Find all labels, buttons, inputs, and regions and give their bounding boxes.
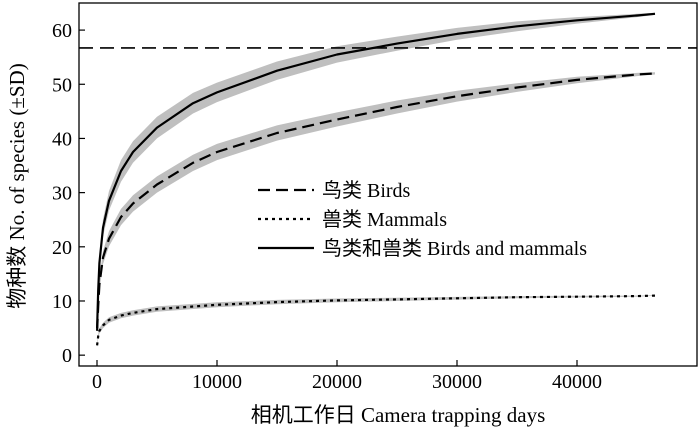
x-tick-label: 40000 — [552, 371, 602, 393]
legend-label-2: 鸟类和兽类 Birds and mammals — [322, 237, 587, 260]
series-line-0 — [96, 72, 656, 331]
x-tick-label: 20000 — [312, 371, 362, 393]
plot-frame — [78, 2, 698, 367]
y-tick-label: 60 — [52, 20, 72, 42]
x-tick-label: 10000 — [192, 371, 242, 393]
sd-band-1 — [97, 295, 656, 347]
x-axis-title: 相机工作日 Camera trapping days — [251, 403, 546, 427]
x-tick-label: 0 — [92, 371, 102, 393]
series-lines — [96, 12, 656, 346]
y-axis-ticks: 0 10 20 30 40 50 60 — [52, 20, 85, 367]
series-line-1 — [96, 294, 656, 346]
legend: 鸟类 Birds 兽类 Mammals 鸟类和兽类 Birds and mammal… — [258, 179, 587, 260]
y-tick-label: 0 — [62, 345, 72, 367]
y-tick-label: 40 — [52, 128, 72, 150]
y-axis-title: 物种数 No. of species (±SD) — [5, 63, 29, 308]
legend-label-0: 鸟类 Birds — [322, 179, 411, 202]
sd-bands — [97, 12, 656, 347]
legend-label-1: 兽类 Mammals — [322, 208, 447, 231]
x-tick-label: 30000 — [432, 371, 482, 393]
y-tick-label: 20 — [52, 237, 72, 259]
sd-band-2 — [97, 12, 656, 332]
series-line-2 — [96, 12, 656, 329]
y-tick-label: 30 — [52, 183, 72, 205]
y-tick-label: 50 — [52, 74, 72, 96]
y-tick-label: 10 — [52, 291, 72, 313]
x-axis-ticks: 0 10000 20000 30000 40000 — [92, 360, 602, 393]
